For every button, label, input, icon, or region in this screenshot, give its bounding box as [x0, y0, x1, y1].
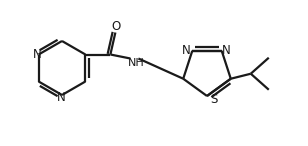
Text: N: N: [57, 91, 65, 104]
Text: N: N: [33, 48, 42, 61]
Text: S: S: [210, 93, 218, 106]
Text: N: N: [182, 44, 191, 57]
Text: N: N: [222, 44, 231, 57]
Text: NH: NH: [128, 58, 145, 67]
Text: O: O: [112, 20, 121, 33]
